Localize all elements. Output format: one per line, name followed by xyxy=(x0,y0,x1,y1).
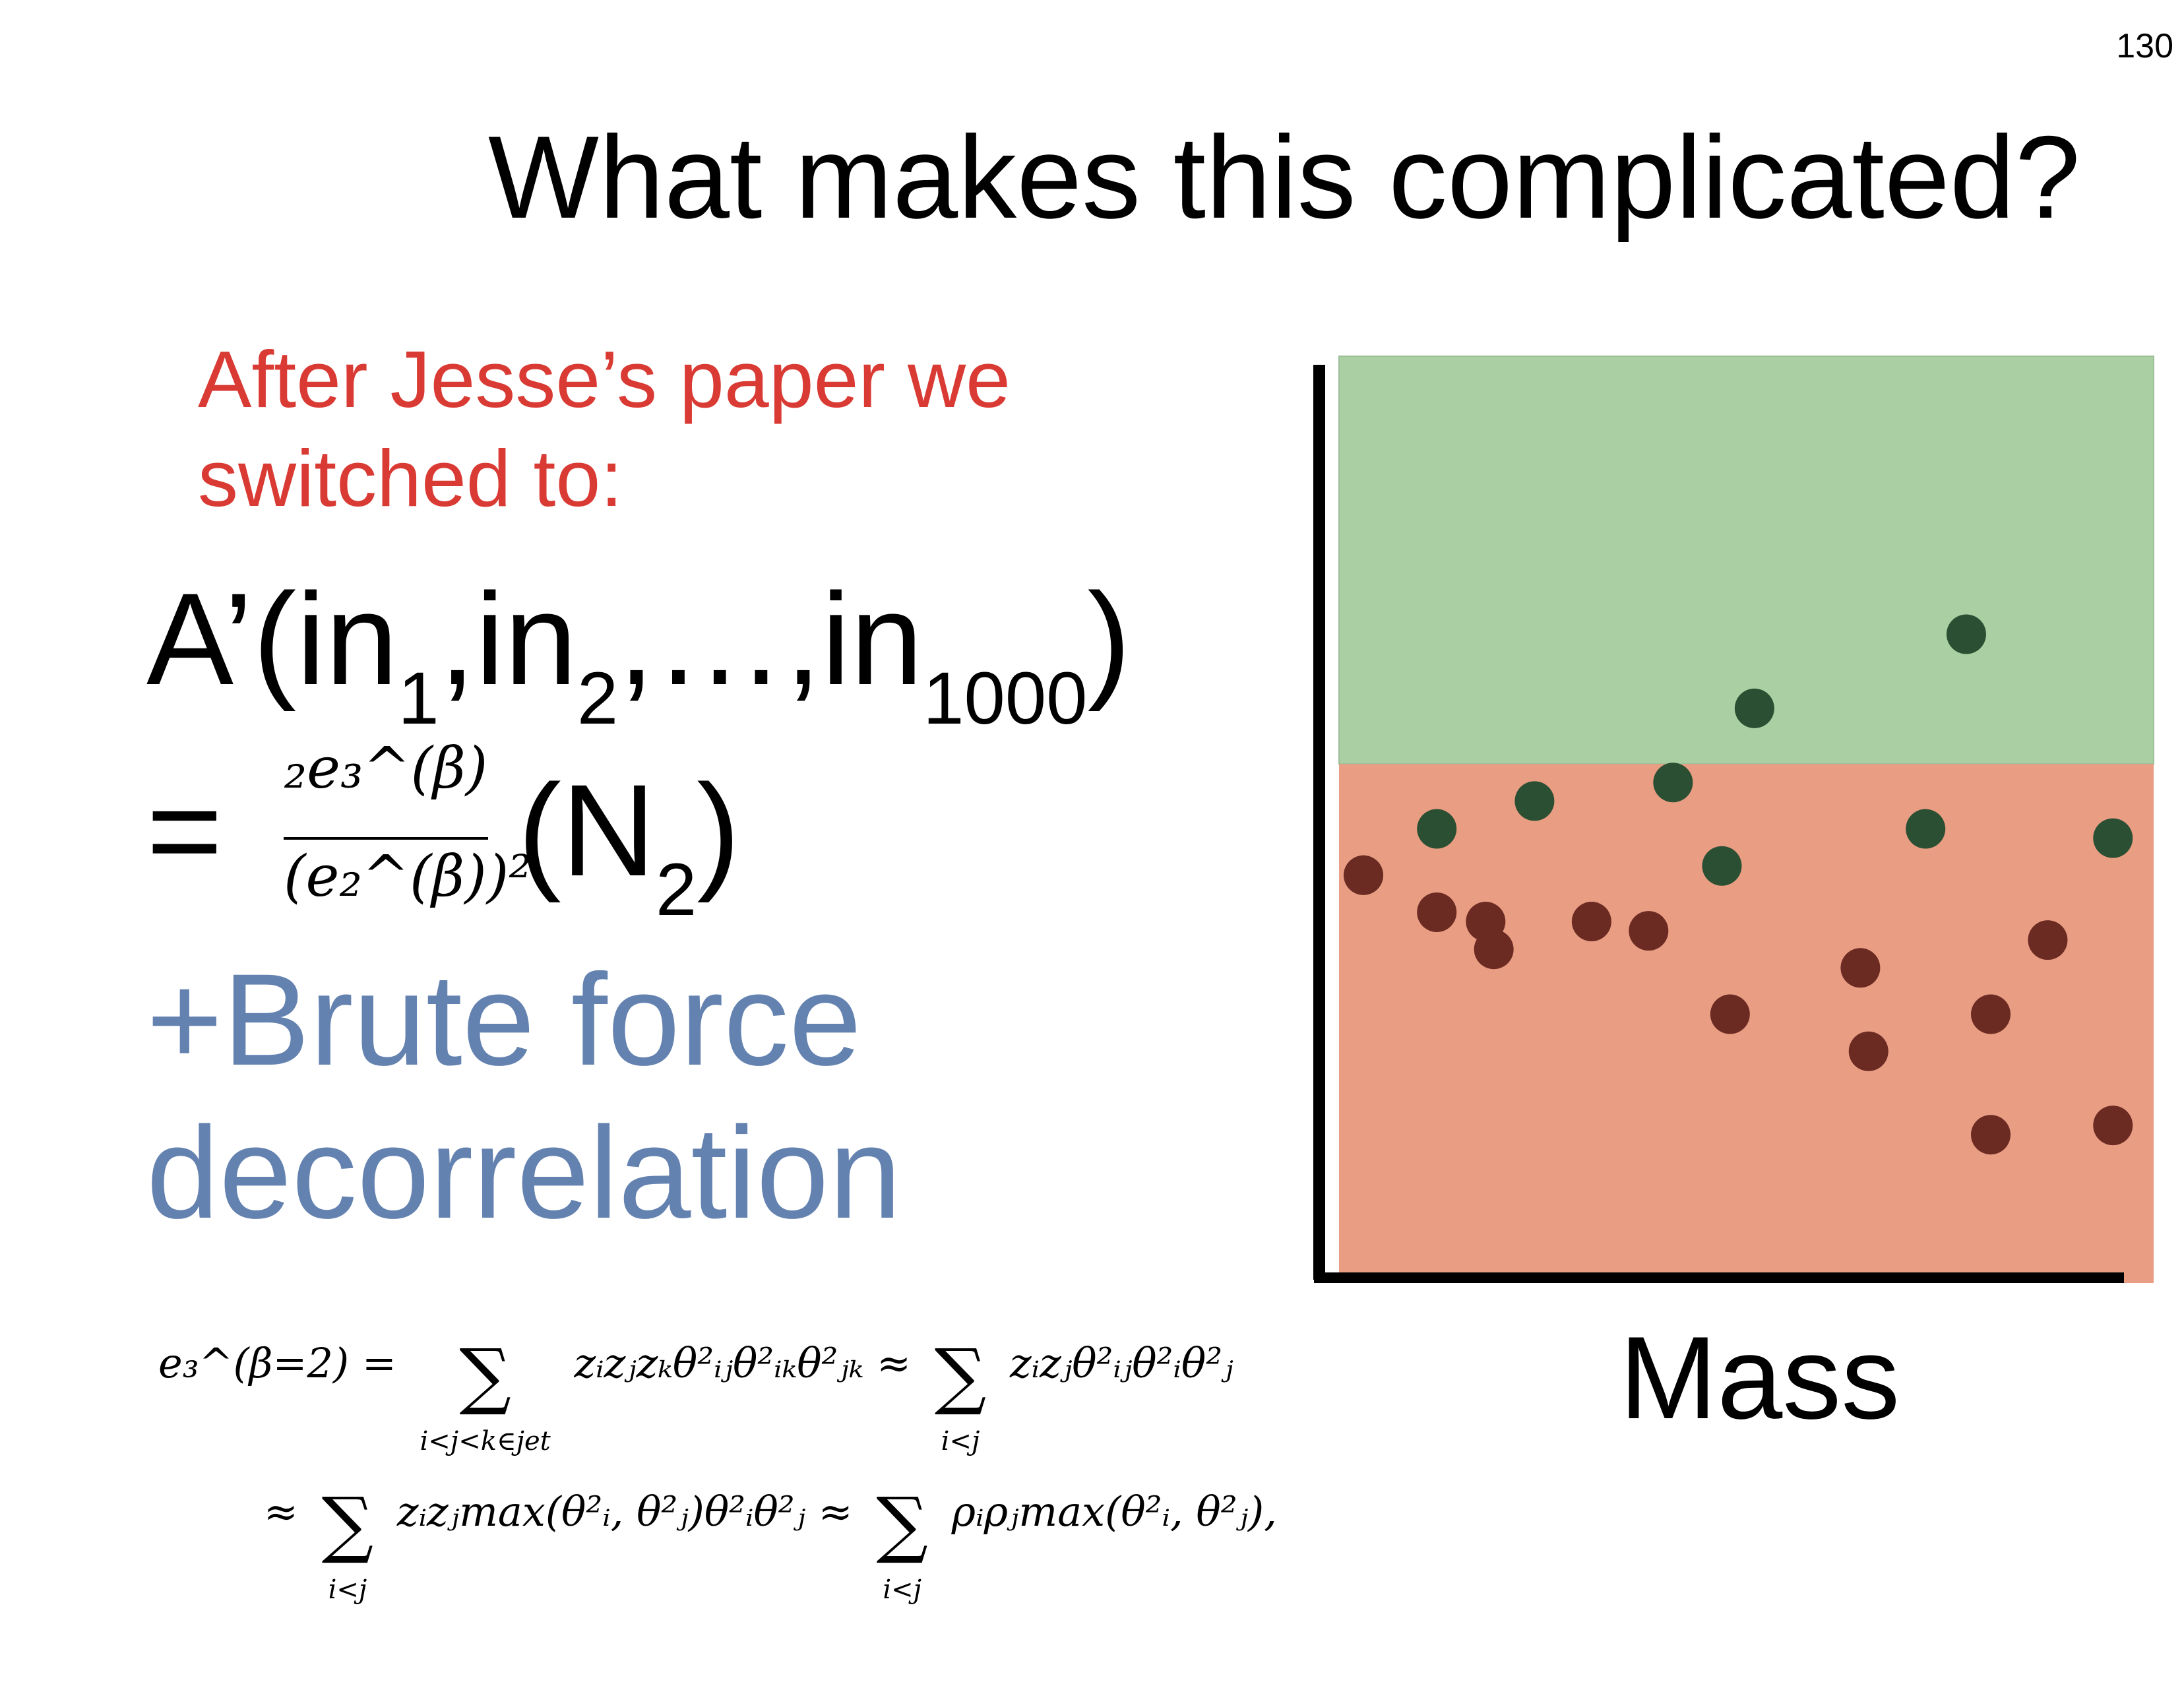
eq1-lhs: e₃^(β=2) = xyxy=(158,1339,396,1387)
lower-point-1 xyxy=(1417,892,1457,932)
lower-point-9 xyxy=(1971,994,2011,1034)
lower-point-7 xyxy=(1840,948,1881,988)
subtitle-line-1: After Jesse’s paper we xyxy=(198,334,1011,424)
formula-sub-2: 2 xyxy=(577,657,619,739)
upper-point-7 xyxy=(1946,614,1986,654)
eq2-term-2: ρᵢρⱼmax(θ²ᵢ, θ²ⱼ), xyxy=(951,1487,1277,1536)
formula-prefix: A’(in xyxy=(146,566,398,712)
eq2-sum-1: ∑ i<j xyxy=(322,1487,374,1608)
subtitle: After Jesse’s paper we switched to: xyxy=(198,330,1011,528)
eq1-sum-2: ∑ i<j xyxy=(935,1339,987,1460)
equals-sign: = xyxy=(146,757,223,903)
eq2-sum-1-under: i<j xyxy=(328,1575,367,1605)
upper-point-6 xyxy=(1906,809,1946,849)
sigma-4: ∑ xyxy=(876,1482,928,1566)
brute-force-text: +Brute force decorrelation xyxy=(146,943,902,1249)
x-axis-label: Mass xyxy=(1619,1312,1900,1443)
upper-point-3 xyxy=(1653,763,1693,803)
upper-point-4 xyxy=(1734,688,1774,728)
n2-term: (N2) xyxy=(518,765,740,927)
subtitle-line-2: switched to: xyxy=(198,433,623,523)
upper-point-1 xyxy=(1417,809,1457,849)
sigma-2: ∑ xyxy=(934,1333,987,1418)
eq2-sum-2: ∑ i<j xyxy=(876,1487,928,1608)
formula-mid-2: ,…,in xyxy=(618,566,923,712)
eq2-sum-2-under: i<j xyxy=(883,1575,922,1605)
eq1-term-1: zᵢzⱼzₖθ²ᵢⱼθ²ᵢₖθ²ⱼₖ ≈ xyxy=(574,1339,912,1387)
n2-sub: 2 xyxy=(655,848,697,931)
lower-point-3 xyxy=(1474,929,1514,970)
eq1-sum-1-under: i<j<k∈jet xyxy=(420,1426,551,1456)
lower-point-11 xyxy=(2028,920,2068,960)
points-layer xyxy=(1344,614,2133,1155)
brute-line-1: +Brute force xyxy=(146,947,862,1092)
formula-mid-1: ,in xyxy=(439,566,577,712)
lower-point-8 xyxy=(1848,1031,1888,1071)
sigma-1: ∑ xyxy=(459,1333,511,1418)
n2-close: ) xyxy=(697,757,741,903)
slide-number: 130 xyxy=(2116,27,2173,65)
eq2-term-1: zᵢzⱼmax(θ²ᵢ, θ²ⱼ)θ²ᵢθ²ⱼ ≈ xyxy=(396,1487,853,1536)
fraction-numerator: ₂e₃^(β) xyxy=(284,735,488,801)
lower-point-12 xyxy=(2093,1106,2133,1146)
formula-a-prime: A’(in1,in2,…,in1000) xyxy=(146,574,1131,735)
brute-line-2: decorrelation xyxy=(146,1100,902,1245)
eq1-term-2: zᵢzⱼθ²ᵢⱼθ²ᵢθ²ⱼ xyxy=(1010,1339,1233,1387)
equation-line-2: ≈ ∑ i<j zᵢzⱼmax(θ²ᵢ, θ²ⱼ)θ²ᵢθ²ⱼ ≈ ∑ i<j … xyxy=(264,1487,1277,1608)
lower-point-4 xyxy=(1571,902,1611,942)
formula-sub-1: 1 xyxy=(398,657,439,739)
formula-sub-1000: 1000 xyxy=(923,657,1088,739)
eq1-sum-2-under: i<j xyxy=(941,1426,980,1456)
lower-point-10 xyxy=(1971,1115,2011,1155)
lower-point-6 xyxy=(1710,994,1750,1034)
slide-title: What makes this complicated? xyxy=(488,111,2080,243)
upper-point-2 xyxy=(1514,781,1555,821)
lower-point-0 xyxy=(1344,855,1384,895)
equation-line-1: e₃^(β=2) = ∑ i<j<k∈jet zᵢzⱼzₖθ²ᵢⱼθ²ᵢₖθ²ⱼ… xyxy=(158,1339,1233,1460)
upper-point-8 xyxy=(2093,818,2133,858)
upper-point-5 xyxy=(1702,846,1742,886)
sigma-3: ∑ xyxy=(321,1482,374,1566)
n2-open: (N xyxy=(518,757,656,903)
fraction-bar xyxy=(284,837,488,840)
formula-close: ) xyxy=(1087,566,1131,712)
eq2-approx: ≈ xyxy=(264,1487,298,1536)
lower-point-5 xyxy=(1629,911,1669,951)
eq1-sum-1: ∑ i<j<k∈jet xyxy=(420,1339,551,1460)
